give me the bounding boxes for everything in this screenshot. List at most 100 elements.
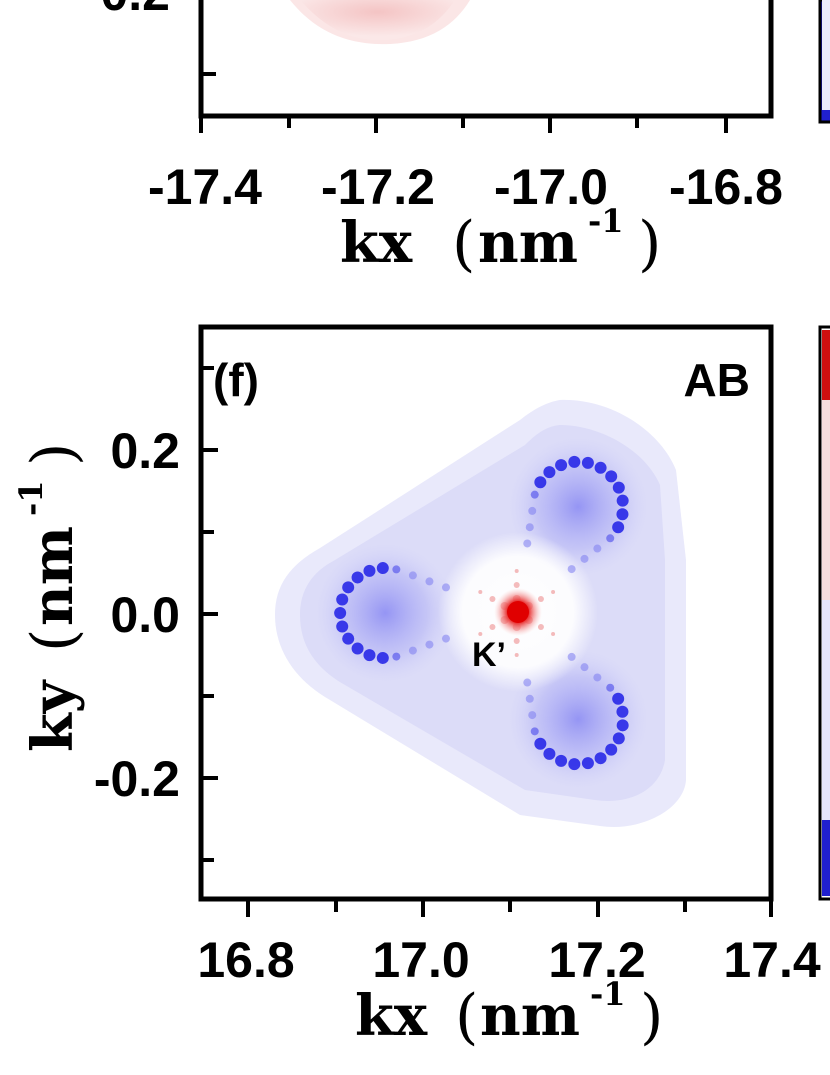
center-spoke-dot — [513, 638, 520, 644]
x-tick-label: 17.4 — [723, 932, 821, 988]
stacking-label: AB — [684, 354, 750, 406]
panel-f-y-ticks — [201, 366, 218, 862]
arc-dot — [555, 459, 568, 472]
top-x-tick-label: -17.4 — [148, 159, 262, 215]
arc-dot — [581, 757, 594, 770]
top-xlabel-exp: -1 — [588, 202, 624, 240]
arc-dot — [612, 481, 625, 494]
arc-dot — [594, 461, 607, 474]
arc-dot — [376, 562, 389, 575]
top-xlabel-unit: nm — [478, 210, 578, 276]
xlabel-close: ) — [640, 982, 663, 1052]
arc-connector-dot — [408, 646, 417, 655]
y-tick-label: -0.2 — [94, 751, 180, 807]
top-x-tick-labels: -17.4 -17.2 -17.0 -16.8 — [148, 159, 783, 215]
arc-dot — [543, 466, 556, 479]
arc-dot — [594, 752, 607, 765]
arc-connector-dot — [408, 571, 417, 580]
arc-dot — [612, 521, 625, 534]
y-tick-label: 0.0 — [110, 587, 180, 643]
arc-dot — [351, 571, 364, 584]
ylabel-open: ( — [19, 629, 89, 652]
arc-dot — [612, 692, 625, 705]
panel-f-heatmap — [275, 399, 686, 827]
xlabel-main: kx — [355, 983, 428, 1049]
panel-f-colorbar — [818, 325, 830, 901]
center-red-core — [507, 601, 529, 623]
arc-connector-dot — [580, 663, 589, 672]
arc-dot — [334, 607, 347, 619]
ylabel-exp: -1 — [12, 480, 50, 516]
center-spoke-dot — [537, 624, 544, 630]
center-spoke-dot — [514, 569, 519, 573]
panel-f: 0.2 0.0 -0.2 16.8 17.0 17.2 17.4 kx ( nm… — [12, 324, 830, 1052]
top-x-ticks — [199, 116, 728, 133]
arc-connector-dot — [593, 673, 602, 682]
arc-dot — [392, 652, 401, 661]
panel-f-x-axis-label: kx ( nm -1 ) — [355, 975, 663, 1052]
arc-dot — [342, 581, 355, 594]
arc-connector-dot — [567, 652, 576, 661]
arc-dot — [530, 490, 539, 499]
arc-dot — [612, 732, 625, 745]
arc-dot — [581, 456, 594, 469]
top-x-tick-label: -16.8 — [669, 159, 783, 215]
arc-connector-dot — [593, 544, 602, 553]
top-colorbar — [818, 0, 830, 124]
arc-connector-dot — [528, 711, 537, 720]
top-xlabel-open: ( — [452, 209, 475, 279]
center-spoke-dot — [551, 590, 556, 594]
arc-connector-dot — [523, 678, 532, 687]
arc-dot — [616, 508, 629, 521]
center-spoke-dot — [537, 596, 544, 602]
arc-dot — [543, 747, 556, 760]
x-tick-label: 17.0 — [372, 932, 469, 988]
arc-connector-dot — [425, 640, 434, 649]
arc-dots — [334, 455, 629, 771]
arc-connector-dot — [580, 554, 589, 563]
y-tick-label: 0.2 — [110, 423, 180, 479]
top-panel: -0.2 -17.4 -17.2 -17.0 -16.8 kx ( nm -1 … — [84, 0, 830, 279]
arc-dot — [342, 632, 355, 645]
center-spoke-dot — [489, 624, 496, 630]
center-spoke-dot — [514, 653, 519, 657]
arc-dot — [555, 754, 568, 767]
center-spoke-dot — [489, 596, 496, 602]
top-x-tick-label: -17.0 — [494, 159, 608, 215]
arc-dot — [336, 593, 349, 606]
arc-dot — [616, 494, 629, 507]
arc-dot — [376, 651, 389, 664]
arc-dot — [568, 455, 581, 468]
xlabel-open: ( — [455, 982, 478, 1052]
arc-connector-dot — [523, 539, 532, 548]
top-plot-frame — [198, 0, 774, 119]
pocket-0 — [315, 543, 456, 683]
center-spoke-dot — [478, 632, 483, 636]
xlabel-unit: nm — [480, 983, 580, 1049]
arc-dot — [616, 719, 629, 732]
arc-connector-dot — [441, 634, 450, 643]
center-spoke-dot — [513, 582, 520, 588]
x-tick-label: 17.2 — [548, 932, 645, 988]
panel-f-x-ticks — [246, 899, 773, 917]
arc-connector-dot — [441, 583, 450, 592]
arc-dot — [605, 470, 618, 483]
arc-connector-dot — [525, 694, 534, 703]
arc-connector-dot — [525, 523, 534, 532]
panel-f-x-tick-labels: 16.8 17.0 17.2 17.4 — [197, 932, 821, 988]
panel-label: (f) — [213, 354, 259, 406]
ylabel-unit: nm — [20, 526, 86, 626]
top-y-tick-label: -0.2 — [84, 0, 170, 21]
panel-f-y-tick-labels: 0.2 0.0 -0.2 — [94, 423, 180, 807]
arc-dot — [392, 565, 401, 574]
arc-dot — [605, 743, 618, 756]
x-tick-label: 16.8 — [197, 932, 294, 988]
arc-connector-dot — [567, 565, 576, 574]
top-heatmap — [205, 0, 470, 45]
center-spoke-dot — [551, 632, 556, 636]
arc-dot — [534, 476, 547, 489]
panel-f-y-axis-label: ky ( nm -1 ) — [12, 443, 89, 752]
center-spoke-dot — [478, 590, 483, 594]
arc-dot — [530, 727, 539, 736]
